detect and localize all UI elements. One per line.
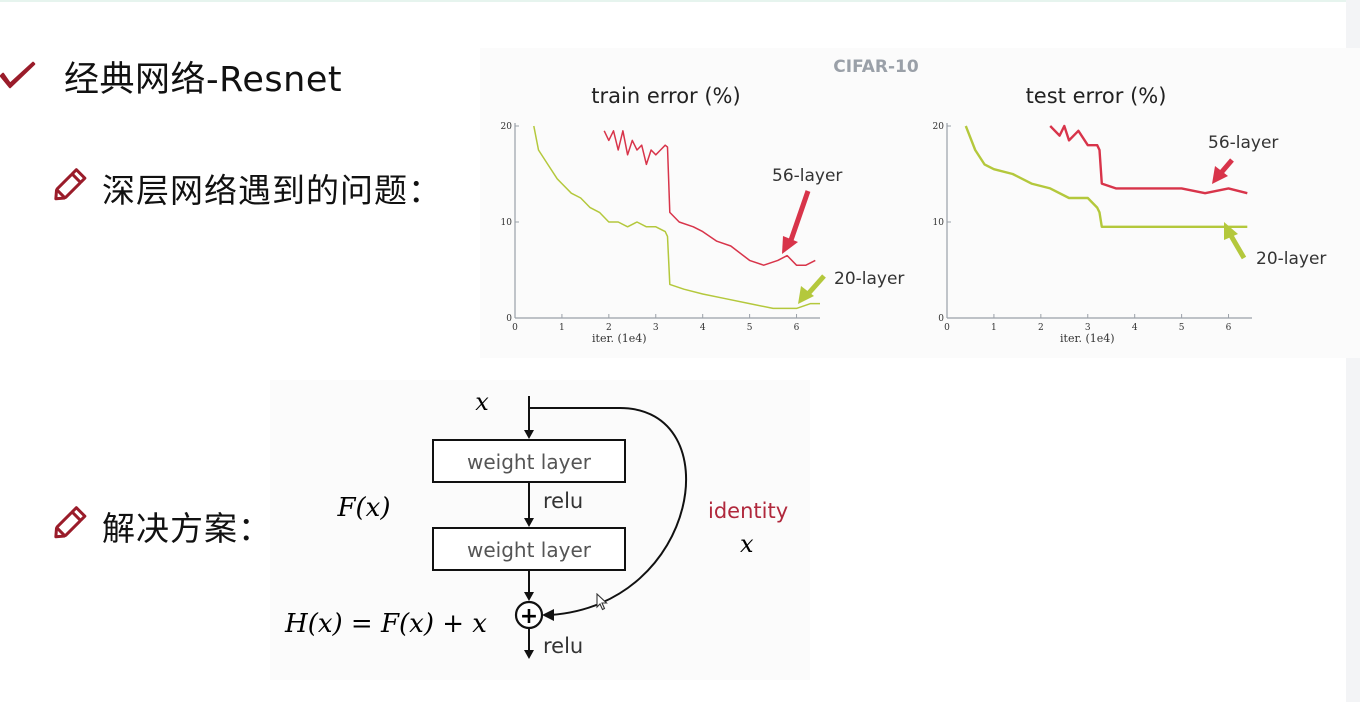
arrow-head [524, 650, 534, 659]
series-lines [964, 124, 1248, 229]
weight-layer-1 [432, 439, 626, 483]
arrow-20-layer [1224, 222, 1247, 260]
series-label-20: 20-layer [1256, 249, 1326, 269]
x-tick-label: 0 [512, 323, 518, 333]
x-tick-label: 4 [1132, 323, 1138, 333]
weight-layer-2 [432, 527, 626, 571]
bullet-problem-text: 深层网络遇到的问题： [102, 171, 442, 210]
series-lines [533, 125, 820, 310]
identity-x: x [740, 530, 754, 558]
x-tick-label: 2 [606, 323, 612, 333]
identity-label: identity [708, 499, 788, 523]
x-tick-label: 5 [1179, 323, 1185, 333]
x-tick-label: 6 [794, 323, 800, 333]
y-tick-label: 0 [506, 314, 512, 324]
arrow-head [524, 518, 534, 527]
x-tick-label: 6 [1226, 323, 1232, 333]
bullet-problem: 深层网络遇到的问题： [50, 166, 442, 210]
series-label-56: 56-layer [772, 166, 842, 186]
output-equation: H(x) = F(x) + x [284, 609, 487, 639]
bullet-solution-text: 解决方案： [102, 509, 272, 548]
cifar10-error-charts: CIFAR-10 train error (%) 0 1 2 3 4 5 6 0 10 20 it… [480, 48, 1360, 358]
residual-svg: x weight layer relu weight layer + relu … [270, 380, 810, 680]
y-tick-label: 20 [933, 122, 945, 132]
series-line-56-layer [1049, 124, 1248, 195]
y-tick-label: 0 [938, 314, 944, 324]
residual-block-diagram: x weight layer relu weight layer + relu … [270, 380, 810, 680]
slide-title: 经典网络-Resnet [64, 59, 343, 100]
x-axis-label: iter. (1e4) [1060, 332, 1115, 345]
x-tick-label: 0 [944, 323, 950, 333]
pencil-icon [50, 504, 90, 548]
x-tick-label: 1 [991, 323, 997, 333]
bullet-solution: 解决方案： [50, 504, 272, 548]
axis-ticks: 0 1 2 3 4 5 6 0 10 20 [501, 122, 800, 333]
series-line-56-layer [603, 130, 816, 266]
y-tick-label: 20 [501, 122, 513, 132]
relu-1: relu [543, 489, 583, 513]
check-icon [0, 59, 38, 93]
series-line-20-layer [533, 125, 820, 310]
x-tick-label: 3 [653, 323, 659, 333]
top-border [0, 0, 1360, 2]
x-tick-label: 3 [1085, 323, 1091, 333]
arrow-56-layer [1212, 158, 1234, 184]
series-label-20: 20-layer [834, 269, 904, 289]
series-label-56: 56-layer [1208, 133, 1278, 153]
x-tick-label: 2 [1038, 323, 1044, 333]
relu-2: relu [543, 634, 583, 658]
x-tick-label: 5 [747, 323, 753, 333]
y-tick-label: 10 [933, 218, 945, 228]
mouse-cursor-icon [596, 593, 608, 611]
arrow-head [524, 592, 534, 601]
axis-ticks: 0 1 2 3 4 5 6 0 10 20 [933, 122, 1232, 333]
weight-layer-2-label: weight layer [467, 538, 592, 562]
x-axis-label: iter. (1e4) [592, 332, 647, 345]
y-tick-label: 10 [501, 218, 513, 228]
identity-path [529, 407, 688, 616]
weight-layer-1-label: weight layer [467, 450, 592, 474]
arrow-head [542, 609, 554, 621]
x-tick-label: 1 [559, 323, 565, 333]
chart-title: train error (%) [591, 84, 740, 108]
pencil-icon [50, 166, 90, 210]
slide-title-row: 经典网络-Resnet [0, 52, 342, 100]
chart-title: test error (%) [1026, 84, 1167, 108]
arrow-56-layer [782, 190, 811, 254]
arrow-20-layer [798, 274, 826, 304]
train-error-chart: train error (%) 0 1 2 3 4 5 6 0 10 20 iter. (1e4)… [501, 84, 905, 345]
x-tick-label: 4 [700, 323, 706, 333]
add-symbol: + [520, 604, 538, 629]
dataset-label: CIFAR-10 [833, 57, 919, 77]
arrow-head [524, 430, 534, 439]
fx-label: F(x) [337, 493, 391, 523]
input-x: x [475, 388, 489, 416]
series-line-20-layer [964, 125, 1248, 229]
